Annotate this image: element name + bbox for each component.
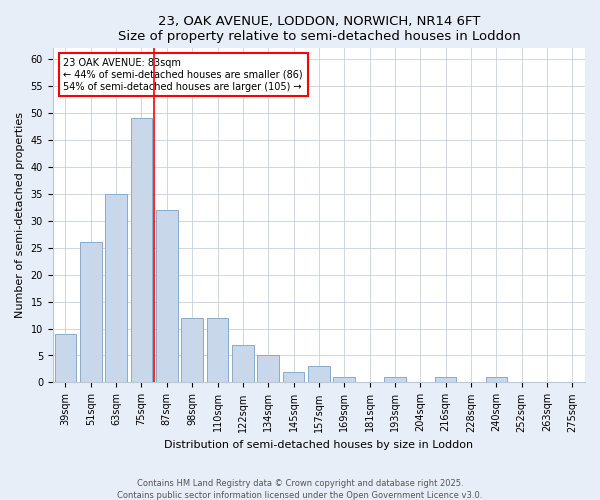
- Title: 23, OAK AVENUE, LODDON, NORWICH, NR14 6FT
Size of property relative to semi-deta: 23, OAK AVENUE, LODDON, NORWICH, NR14 6F…: [118, 15, 520, 43]
- Text: Contains HM Land Registry data © Crown copyright and database right 2025.
Contai: Contains HM Land Registry data © Crown c…: [118, 478, 482, 500]
- Bar: [55, 334, 76, 382]
- Bar: [181, 318, 203, 382]
- Bar: [80, 242, 101, 382]
- Y-axis label: Number of semi-detached properties: Number of semi-detached properties: [15, 112, 25, 318]
- Bar: [435, 377, 457, 382]
- Bar: [308, 366, 329, 382]
- Bar: [257, 356, 279, 382]
- Bar: [283, 372, 304, 382]
- Bar: [485, 377, 507, 382]
- Text: 23 OAK AVENUE: 83sqm
← 44% of semi-detached houses are smaller (86)
54% of semi-: 23 OAK AVENUE: 83sqm ← 44% of semi-detac…: [64, 58, 303, 92]
- X-axis label: Distribution of semi-detached houses by size in Loddon: Distribution of semi-detached houses by …: [164, 440, 473, 450]
- Bar: [156, 210, 178, 382]
- Bar: [131, 118, 152, 382]
- Bar: [232, 344, 254, 383]
- Bar: [334, 377, 355, 382]
- Bar: [106, 194, 127, 382]
- Bar: [384, 377, 406, 382]
- Bar: [207, 318, 228, 382]
